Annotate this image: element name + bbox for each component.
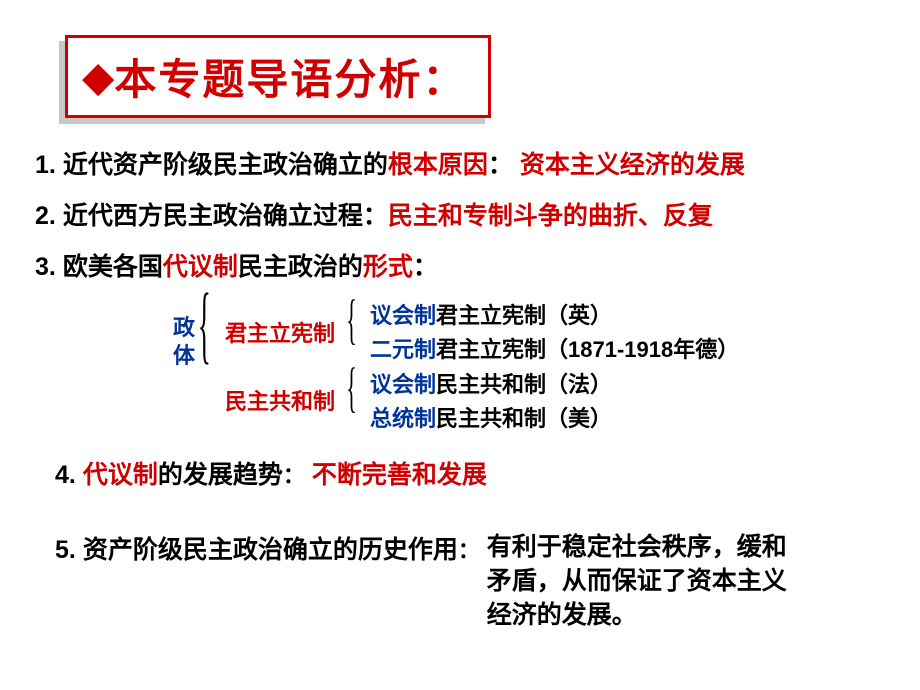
text: 的发展趋势 <box>158 461 283 489</box>
point-3: 3. 欧美各国代议制民主政治的形式： <box>35 247 438 283</box>
item-black: 君主立宪制（英） <box>436 303 612 328</box>
bracket-root: { <box>198 274 211 374</box>
item-black: 民主共和制（美） <box>436 406 612 431</box>
tree-root-label: 政体 <box>173 314 195 370</box>
branch2-item1: 议会制民主共和制（法） <box>370 367 612 399</box>
branch1-item2: 二元制君主立宪制（1871-1918年德） <box>370 332 739 364</box>
item-black: 君主立宪制（1871-1918年德） <box>436 337 739 362</box>
branch1-item1: 议会制君主立宪制（英） <box>370 298 612 330</box>
item-blue: 二元制 <box>370 337 436 362</box>
num: 4. <box>55 461 76 489</box>
colon: ： <box>413 253 438 281</box>
item-black: 民主共和制（法） <box>436 372 612 397</box>
text: 资产阶级民主政治确立的历史作用 <box>83 536 458 564</box>
colon: ： <box>283 463 305 488</box>
branch2-item2: 总统制民主共和制（美） <box>370 401 612 433</box>
item-blue: 议会制 <box>370 372 436 397</box>
point-5: 5. 资产阶级民主政治确立的历史作用： 有利于稳定社会秩序，缓和矛盾，从而保证了… <box>55 530 807 632</box>
bracket-branch2: { <box>346 356 356 419</box>
answer: 不断完善和发展 <box>312 461 487 489</box>
point-1: 1. 近代资产阶级民主政治确立的根本原因： 资本主义经济的发展 <box>35 145 745 181</box>
branch1-label: 君主立宪制 <box>225 316 335 348</box>
colon: ： <box>488 151 513 179</box>
num: 5. <box>55 536 76 564</box>
keyword: 根本原因 <box>388 151 488 179</box>
text2: 民主政治的 <box>238 253 363 281</box>
text: 近代资产阶级民主政治确立的 <box>63 151 388 179</box>
text: 欧美各国 <box>63 253 163 281</box>
point-2: 2. 近代西方民主政治确立过程：民主和专制斗争的曲折、反复 <box>35 196 713 232</box>
num: 1. <box>35 151 56 179</box>
text: 近代西方民主政治确立过程： <box>63 202 388 230</box>
point-4: 4. 代议制的发展趋势： 不断完善和发展 <box>55 455 487 491</box>
branch2-label: 民主共和制 <box>225 384 335 416</box>
answer: 有利于稳定社会秩序，缓和矛盾，从而保证了资本主义经济的发展。 <box>487 530 807 632</box>
answer: 民主和专制斗争的曲折、反复 <box>388 202 713 230</box>
num: 3. <box>35 253 56 281</box>
num: 2. <box>35 202 56 230</box>
bracket-branch1: { <box>346 288 356 351</box>
item-blue: 总统制 <box>370 406 436 431</box>
colon: ： <box>458 538 480 563</box>
keyword2: 形式 <box>363 253 413 281</box>
keyword: 代议制 <box>83 461 158 489</box>
answer: 资本主义经济的发展 <box>520 151 745 179</box>
title-diamond: ◆ <box>82 53 114 100</box>
title-text: 本专题导语分析： <box>114 56 466 103</box>
title-box: ◆本专题导语分析： <box>65 35 491 118</box>
item-blue: 议会制 <box>370 303 436 328</box>
